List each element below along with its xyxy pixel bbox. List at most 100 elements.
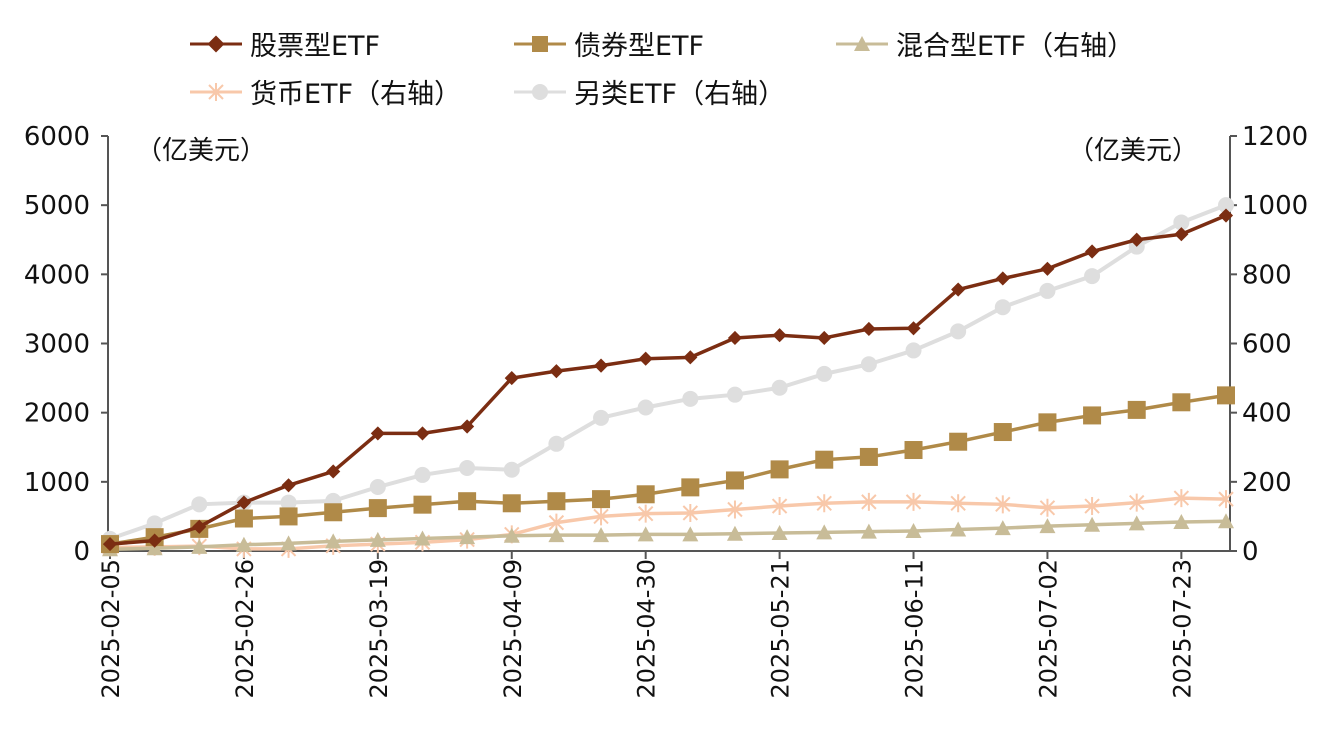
data-point-money [1039,498,1056,517]
data-point-mixed [816,524,833,540]
series-line-mixed [109,519,1227,552]
data-point-mixed [994,520,1011,536]
data-point-bond [1127,400,1146,419]
data-point-bond [1038,413,1057,432]
data-point-alt [369,479,386,496]
left-axis-tick-label: 6000 [24,122,90,152]
legend-item-alt: 另类ETF（右轴） [512,72,785,111]
data-point-stock [1174,227,1189,242]
data-point-stock [236,495,251,510]
data-point-stock [772,328,787,343]
data-point-alt [860,356,877,373]
right-axis-tick-label: 600 [1242,330,1292,360]
data-point-stock [549,364,564,379]
data-point-bond [279,507,298,526]
data-point-money [1084,497,1100,516]
x-axis-tick-label: 2025-04-30 [633,559,661,698]
data-point-stock [281,478,296,493]
data-point-bond [324,503,343,522]
left-axis-tick-label: 5000 [24,191,90,221]
x-axis-tick-label: 2025-02-05 [97,559,125,698]
data-point-alt [503,461,520,478]
legend-label-stock: 股票型ETF [250,31,381,62]
data-point-alt [548,435,565,452]
data-point-stock [683,350,698,365]
data-point-alt [1173,214,1190,231]
data-point-bond [234,509,253,528]
data-point-mixed [503,527,520,543]
data-point-money [593,507,609,526]
data-point-stock [727,330,743,346]
data-point-alt [459,460,476,476]
data-point-stock [147,533,162,548]
data-point-bond [904,441,923,460]
data-point-stock [370,426,385,441]
data-point-alt [726,386,743,403]
data-point-money [1173,489,1190,508]
data-point-stock [102,537,118,552]
data-point-stock [326,464,341,479]
data-point-mixed [235,536,252,552]
data-point-money [727,500,743,519]
legend-item-bond: 债券型ETF [512,24,704,63]
data-point-stock [1085,244,1100,259]
x-axis-tick-label: 2025-07-02 [1034,559,1062,698]
data-point-alt [191,496,208,513]
data-point-alt [593,409,610,426]
data-point-mixed [280,535,297,551]
data-point-alt [1218,197,1234,214]
data-point-mixed [682,526,699,542]
data-point-alt [1039,282,1056,299]
data-point-bond [949,432,968,451]
data-point-mixed [950,521,967,537]
data-point-money [771,497,788,516]
data-point-bond [592,490,611,509]
data-point-bond [547,492,566,511]
data-point-stock [817,330,832,346]
data-point-stock [504,371,519,386]
left-axis-tick-label: 4000 [24,260,90,290]
data-point-mixed [191,538,208,554]
data-point-mixed [1173,513,1190,529]
right-axis-unit-label: （亿美元） [1068,136,1199,166]
data-point-mixed [369,531,386,547]
data-point-stock [995,271,1010,286]
right-axis-tick-label: 0 [1242,537,1259,567]
x-axis-tick-label: 2025-04-09 [499,559,527,698]
x-axis-tick-label: 2025-03-19 [365,559,393,698]
data-point-mixed [1218,513,1234,529]
data-point-alt [1084,268,1101,285]
data-point-money [905,492,922,511]
left-axis-tick-label: 2000 [24,399,90,429]
data-point-stock [951,282,966,297]
legend-label-alt: 另类ETF（右轴） [574,79,786,110]
data-point-money [1218,490,1234,509]
series-line-stock [109,213,1227,546]
data-point-bond [993,423,1012,442]
legend-marker-stock-diamond-icon [190,35,242,52]
data-point-mixed [146,540,163,556]
data-point-mixed [1084,516,1101,532]
data-point-bond [458,492,477,511]
data-point-alt [816,365,833,382]
left-axis-tick-label: 3000 [24,330,90,360]
data-point-mixed [593,527,610,543]
data-point-stock [1218,208,1234,223]
data-point-mixed [726,525,743,541]
legend-label-mixed: 混合型ETF（右轴） [896,31,1135,62]
series-line-money [109,496,1227,551]
data-point-money [1129,493,1145,512]
x-axis-tick-label: 2025-06-11 [901,559,929,698]
data-point-money [950,494,966,513]
x-axis-tick-label: 2025-07-23 [1168,559,1196,698]
data-point-mixed [860,523,877,539]
data-point-stock [1129,232,1144,247]
data-point-mixed [771,525,788,541]
legend-marker-mixed-triangle-icon [836,35,888,51]
data-point-mixed [459,529,476,545]
data-point-money [995,495,1011,514]
legend-marker-alt-circle-icon [514,83,566,100]
right-axis-tick-label: 200 [1242,468,1292,498]
data-point-stock [415,426,430,441]
data-point-mixed [1039,518,1056,534]
